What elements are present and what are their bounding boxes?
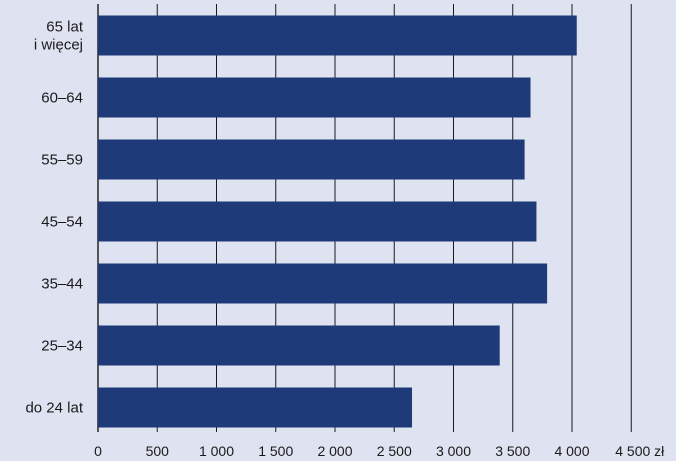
x-tick-label: 4 500 zł: [615, 443, 665, 459]
x-tick-label: 3 000: [436, 443, 471, 459]
category-label: do 24 lat: [25, 400, 83, 417]
bar: [98, 77, 531, 118]
bar: [98, 387, 413, 428]
bar: [98, 263, 548, 304]
x-tick-label: 1 000: [199, 443, 234, 459]
x-tick-label: 2 500: [377, 443, 412, 459]
x-tick-label: 3 500: [495, 443, 530, 459]
category-label: 55–59: [41, 152, 83, 169]
x-axis-tick-labels: 0 500 1 000 1 500 2 000 2 500 3 000 3 500 4 000 4…: [94, 443, 665, 459]
category-label: 35–44: [41, 276, 83, 293]
category-label: 60–64: [41, 90, 83, 107]
category-label: 65 lat: [46, 19, 84, 36]
category-label: 25–34: [41, 338, 83, 355]
bar: [98, 15, 577, 56]
bar: [98, 139, 525, 180]
category-label: i więcej: [34, 37, 83, 54]
bar: [98, 325, 500, 366]
x-tick-label: 2 000: [317, 443, 352, 459]
bars: [98, 15, 577, 428]
x-tick-label: 500: [146, 443, 170, 459]
x-tick-label: 4 000: [554, 443, 589, 459]
category-label: 45–54: [41, 214, 83, 231]
bar: [98, 201, 537, 242]
x-tick-label: 1 500: [258, 443, 293, 459]
x-tick-label: 0: [94, 443, 102, 459]
